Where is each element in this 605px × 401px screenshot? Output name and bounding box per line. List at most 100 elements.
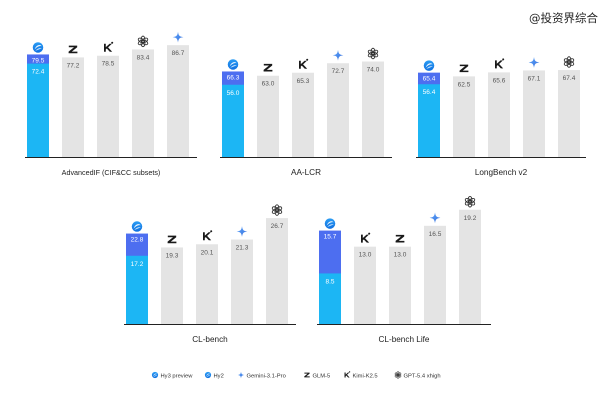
value-label: 65.6 (493, 77, 506, 84)
value-label-hy2: 17.2 (131, 261, 144, 268)
value-label: 19.3 (166, 252, 179, 259)
value-label: 20.1 (201, 249, 214, 256)
bar-hy2 (222, 84, 244, 157)
charts-container: 79.5 72.4 77.2 78.5 83.4 86.7 AdvancedIF (CIF&… (25, 31, 586, 344)
bar-kimi (97, 55, 119, 157)
bar-glm (389, 246, 411, 324)
glm-icon (459, 64, 469, 73)
bar-hy2 (418, 84, 440, 157)
legend-item: GPT-5.4 xhigh (394, 371, 441, 380)
value-label: 13.0 (394, 252, 407, 259)
gemini-icon (237, 371, 245, 379)
bar-kimi (292, 72, 314, 157)
bar-openai (459, 209, 481, 324)
glm-icon (68, 45, 78, 54)
value-label: 83.4 (137, 54, 150, 61)
bar-gemini (424, 225, 446, 324)
legend-label: Hy2 (214, 374, 224, 380)
watermark: @投资界综合 (529, 11, 598, 25)
bar-openai (266, 218, 288, 324)
bar-gemini (523, 70, 545, 157)
value-label: 16.5 (429, 231, 442, 238)
value-label: 19.2 (464, 215, 477, 222)
kimi-icon (104, 41, 114, 52)
chart-title: AA-LCR (291, 168, 321, 177)
value-label-hy3-preview: 22.8 (131, 237, 144, 244)
value-label-hy2: 56.0 (227, 90, 240, 97)
value-label-hy2: 56.4 (423, 89, 436, 96)
chart-panel-5: 15.7 8.5 13.0 13.0 16.5 19.2 CL-bench Life (317, 196, 491, 344)
bar-openai (362, 61, 384, 157)
glm-icon (395, 234, 405, 243)
hunyuan-icon (131, 221, 143, 232)
chart-panel-3: 65.4 56.4 62.5 65.6 67.1 67.4 LongBench v2 (416, 56, 586, 177)
chart-title: LongBench v2 (475, 168, 528, 177)
openai-icon (394, 371, 402, 379)
bar-glm (161, 247, 183, 324)
bar-hy2 (126, 255, 148, 324)
openai-icon (137, 35, 149, 48)
bar-hy2 (319, 273, 341, 324)
openai-icon (271, 204, 283, 216)
hunyuan-icon (227, 59, 239, 70)
value-label: 74.0 (367, 67, 380, 74)
bar-glm (62, 57, 84, 157)
kimi-icon (344, 371, 351, 378)
value-label: 62.5 (458, 81, 471, 88)
value-label: 13.0 (359, 252, 372, 259)
kimi-icon (495, 58, 505, 69)
kimi-icon (299, 58, 309, 69)
value-label: 67.1 (528, 75, 541, 82)
gemini-icon (528, 57, 540, 68)
value-label-hy3-preview: 66.3 (227, 74, 240, 81)
legend-label: Kimi-K2.5 (353, 374, 378, 380)
legend-label: GLM-5 (313, 374, 331, 380)
bar-glm (453, 76, 475, 157)
glm-icon (167, 235, 177, 244)
legend-item: Kimi-K2.5 (344, 371, 378, 380)
legend: Hy3 preview Hy2 Gemini-3.1-Pro GLM-5 Kimi-K2… (151, 371, 441, 380)
hunyuan-icon (423, 60, 435, 71)
bar-hy2 (27, 63, 49, 157)
openai-icon (367, 47, 379, 60)
legend-label: Hy3 preview (161, 374, 194, 380)
glm-icon (304, 372, 310, 378)
openai-icon (563, 56, 575, 68)
value-label: 67.4 (563, 75, 576, 82)
hunyuan-icon (204, 371, 212, 379)
legend-label: GPT-5.4 xhigh (404, 374, 441, 380)
legend-item: GLM-5 (304, 372, 331, 380)
chart-title: CL-bench Life (379, 335, 430, 344)
value-label-hy3-preview: 65.4 (423, 76, 436, 83)
chart-title: CL-bench (192, 335, 228, 344)
hunyuan-icon (32, 42, 44, 53)
bar-glm (257, 75, 279, 157)
glm-icon (263, 63, 273, 72)
bar-kimi (354, 246, 376, 324)
chart-panel-1: 79.5 72.4 77.2 78.5 83.4 86.7 AdvancedIF (CIF&… (25, 31, 197, 177)
legend-item: Gemini-3.1-Pro (237, 371, 286, 380)
value-label-hy3-preview: 79.5 (32, 57, 45, 64)
chart-panel-4: 22.8 17.2 19.3 20.1 21.3 26.7 CL-bench (124, 204, 296, 344)
value-label: 77.2 (67, 62, 80, 69)
openai-icon (464, 196, 476, 208)
value-label: 86.7 (172, 50, 185, 57)
hunyuan-icon (151, 371, 159, 379)
chart-title: AdvancedIF (CIF&CC subsets) (62, 168, 161, 177)
bar-kimi (488, 72, 510, 157)
value-label: 26.7 (271, 223, 284, 230)
value-label-hy2: 8.5 (325, 278, 334, 285)
chart-panel-2: 66.3 56.0 63.0 65.3 72.7 74.0 AA-LCR (220, 47, 392, 177)
legend-item: Hy3 preview (151, 371, 194, 380)
gemini-icon (172, 31, 184, 43)
gemini-icon (236, 226, 248, 237)
gemini-icon (429, 212, 441, 224)
bar-gemini (167, 45, 189, 158)
value-label: 65.3 (297, 78, 310, 85)
value-label: 63.0 (262, 81, 275, 88)
bar-openai (558, 70, 580, 157)
hunyuan-icon (324, 218, 336, 229)
legend-item: Hy2 (204, 371, 224, 380)
value-label-hy3-preview: 15.7 (324, 234, 337, 241)
